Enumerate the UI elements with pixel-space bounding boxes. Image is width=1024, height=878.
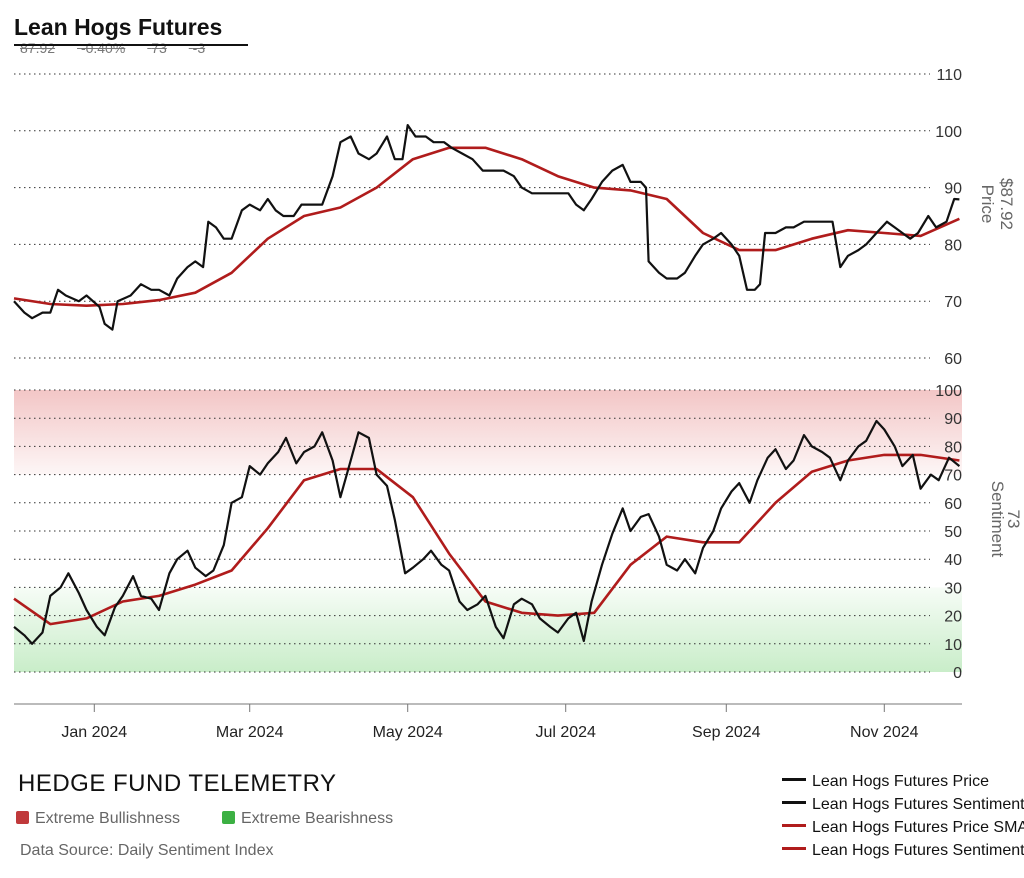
x-tick-label: Jul 2024 bbox=[535, 724, 596, 741]
stat-change-pct: -0.40% bbox=[80, 40, 126, 56]
zone-key-label: Extreme Bearishness bbox=[241, 810, 394, 827]
sentiment-tick-label: 10 bbox=[944, 637, 962, 654]
sentiment-tick-label: 70 bbox=[944, 468, 962, 485]
stat-price: 87.92 bbox=[20, 40, 56, 56]
legend-item-price[interactable]: Lean Hogs Futures Price bbox=[782, 772, 1024, 795]
legend-label: Lean Hogs Futures Price bbox=[812, 773, 989, 790]
bullish-swatch-icon bbox=[16, 811, 29, 824]
data-source: Data Source: Daily Sentiment Index bbox=[20, 842, 274, 859]
sentiment-axis-title: Sentiment bbox=[988, 481, 1007, 558]
sentiment-line bbox=[13, 419, 961, 645]
y-axis: 60 70 80 90 100 110 0 10 20 30 40 50 60 70 80 90 100 bbox=[935, 67, 962, 682]
chart-series bbox=[13, 124, 961, 645]
sentiment-tick-label: 0 bbox=[953, 665, 962, 682]
legend-line-icon bbox=[782, 824, 806, 827]
zone-key-bearish: Extreme Bearishness bbox=[222, 810, 393, 828]
legend-label: Lean Hogs Futures Sentiment bbox=[812, 796, 1024, 813]
price-tick-label: 70 bbox=[944, 294, 962, 311]
price-line bbox=[13, 124, 960, 331]
zone-key-bullish: Extreme Bullishness bbox=[16, 810, 180, 828]
price-tick-label: 90 bbox=[944, 181, 962, 198]
legend-item-price-sma[interactable]: Lean Hogs Futures Price SMA bbox=[782, 818, 1024, 841]
x-tick-label: Mar 2024 bbox=[216, 724, 284, 741]
price-tick-label: 80 bbox=[944, 237, 962, 254]
sentiment-tick-label: 40 bbox=[944, 552, 962, 569]
legend-label: Lean Hogs Futures Sentiment SMA bbox=[812, 842, 1024, 859]
x-tick-label: Nov 2024 bbox=[850, 724, 919, 741]
sentiment-tick-label: 80 bbox=[944, 439, 962, 456]
x-tick-label: May 2024 bbox=[373, 724, 443, 741]
sentiment-tick-label: 60 bbox=[944, 496, 962, 513]
chart-title: Lean Hogs Futures bbox=[14, 14, 223, 40]
price-tick-label: 110 bbox=[936, 67, 962, 84]
sentiment-sma-line bbox=[13, 453, 960, 626]
sentiment-tick-label: 30 bbox=[944, 580, 962, 597]
brand-name: HEDGE FUND TELEMETRY bbox=[18, 770, 337, 797]
legend-item-sentiment[interactable]: Lean Hogs Futures Sentiment bbox=[782, 795, 1024, 818]
price-tick-label: 60 bbox=[944, 351, 962, 368]
x-axis: Jan 2024 Mar 2024 May 2024 Jul 2024 Sep 2024… bbox=[14, 703, 962, 741]
x-tick-label: Jan 2024 bbox=[61, 724, 127, 741]
zone-key-label: Extreme Bullishness bbox=[35, 810, 180, 827]
sentiment-tick-label: 100 bbox=[935, 383, 962, 400]
legend-line-icon bbox=[782, 847, 806, 850]
legend-label: Lean Hogs Futures Price SMA bbox=[812, 819, 1024, 836]
bearish-swatch-icon bbox=[222, 811, 235, 824]
sentiment-tick-label: 50 bbox=[944, 524, 962, 541]
bullish-zone bbox=[14, 390, 962, 475]
bearish-zone bbox=[14, 587, 962, 672]
price-last-value: $87.92 bbox=[997, 178, 1016, 230]
price-tick-label: 100 bbox=[935, 124, 962, 141]
sentiment-tick-label: 20 bbox=[944, 609, 962, 626]
legend-line-icon bbox=[782, 778, 806, 781]
sentiment-tick-label: 90 bbox=[944, 411, 962, 428]
sentiment-last-value: 73 bbox=[1004, 510, 1023, 529]
chart-canvas: Jan 2024 Mar 2024 May 2024 Jul 2024 Sep 2024… bbox=[13, 67, 1023, 741]
price-sma-line bbox=[13, 146, 960, 307]
stat-sentiment-change: -3 bbox=[192, 40, 206, 56]
legend-item-sentiment-sma[interactable]: Lean Hogs Futures Sentiment SMA bbox=[782, 841, 1024, 864]
title-underline bbox=[14, 44, 248, 46]
stat-sentiment: 73 bbox=[151, 40, 167, 56]
header-stats: 87.92 -0.40% 73 -3 bbox=[20, 40, 227, 56]
legend-line-icon bbox=[782, 801, 806, 804]
price-axis-title: Price bbox=[978, 185, 997, 224]
x-tick-label: Sep 2024 bbox=[692, 724, 761, 741]
chart-legend: Lean Hogs Futures Price Lean Hogs Future… bbox=[782, 772, 1024, 864]
